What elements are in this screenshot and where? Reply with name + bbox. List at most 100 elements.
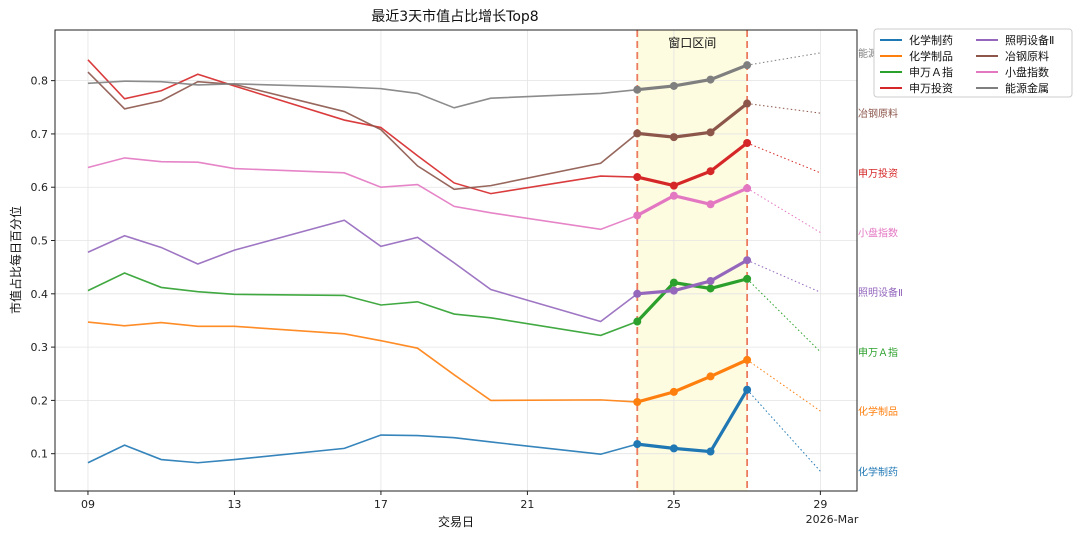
legend-box xyxy=(873,28,1073,98)
series-window-line xyxy=(637,258,748,296)
series-window-line xyxy=(636,186,748,217)
series-end-connector xyxy=(746,259,821,293)
legend-item: 照明设备Ⅱ xyxy=(976,33,1054,47)
series-end-label: 申万投资 xyxy=(858,167,898,180)
series-line xyxy=(87,434,638,464)
series-end-label: 化学制药 xyxy=(858,465,898,478)
legend-item: 小盘指数 xyxy=(976,65,1049,79)
y-tick-label: 0.1 xyxy=(31,448,49,461)
series-end-label: 照明设备Ⅱ xyxy=(858,286,903,299)
series-window-line xyxy=(637,102,749,139)
data-point xyxy=(633,397,642,406)
data-point xyxy=(669,278,678,287)
data-point xyxy=(706,200,715,209)
legend-label: 化学制药 xyxy=(909,33,953,47)
series-end-label: 冶钢原料 xyxy=(858,107,898,120)
series-0: 化学制药 xyxy=(87,385,898,478)
series-line xyxy=(87,59,638,195)
series-end-connector xyxy=(746,278,821,353)
series-3: 申万投资 xyxy=(87,59,898,195)
legend-item: 化学制药 xyxy=(880,33,953,47)
window-label: 窗口区间 xyxy=(668,36,716,50)
legend-label: 能源金属 xyxy=(1005,81,1049,95)
data-point xyxy=(669,133,678,142)
legend-item: 能源金属 xyxy=(976,81,1049,95)
series-line xyxy=(87,157,638,231)
series-6: 小盘指数 xyxy=(87,157,898,240)
series-end-label: 申万Ａ指 xyxy=(858,346,898,359)
y-tick-label: 0.5 xyxy=(31,235,49,248)
legend-label: 化学制品 xyxy=(909,49,953,63)
legend-item: 冶钢原料 xyxy=(976,49,1049,63)
data-point xyxy=(706,277,715,286)
data-point xyxy=(669,181,678,190)
axis-labels: 交易日 市值占比每日百分位 2026-Mar xyxy=(8,206,859,529)
series-end-connector xyxy=(747,52,821,66)
legend-label: 照明设备Ⅱ xyxy=(1005,33,1054,47)
x-corner-label: 2026-Mar xyxy=(806,513,859,526)
series-window-line xyxy=(636,358,748,404)
data-point xyxy=(669,286,678,295)
chart-title: 最近3天市值占比增长Top8 xyxy=(371,8,538,25)
series-end-connector xyxy=(747,103,821,114)
data-point xyxy=(706,447,715,456)
legend-label: 申万投资 xyxy=(909,81,953,95)
plot-area: 窗口区间化学制药化学制品申万Ａ指申万投资照明设备Ⅱ冶钢原料小盘指数能源金属0.1… xyxy=(31,29,903,511)
series-end-connector xyxy=(746,142,821,174)
series-end-label: 化学制品 xyxy=(858,405,898,418)
y-axis-label: 市值占比每日百分位 xyxy=(8,206,23,314)
y-tick-label: 0.3 xyxy=(31,341,49,354)
x-tick-label: 17 xyxy=(374,498,388,511)
x-tick-label: 25 xyxy=(667,498,681,511)
data-point xyxy=(669,81,678,90)
data-point xyxy=(633,129,642,138)
series-end-label: 小盘指数 xyxy=(858,227,898,240)
data-point xyxy=(669,191,678,200)
y-tick-label: 0.6 xyxy=(31,181,49,194)
series-5: 冶钢原料 xyxy=(87,71,898,191)
data-point xyxy=(633,173,642,182)
legend-label: 冶钢原料 xyxy=(1005,49,1049,63)
data-point xyxy=(706,128,715,137)
y-tick-label: 0.2 xyxy=(31,394,49,407)
y-tick-label: 0.7 xyxy=(31,128,49,141)
y-tick-label: 0.4 xyxy=(31,288,49,301)
series-line xyxy=(87,71,638,191)
series-4: 照明设备Ⅱ xyxy=(87,219,903,323)
series-line xyxy=(87,80,638,109)
x-axis-label: 交易日 xyxy=(438,514,474,529)
data-point xyxy=(706,75,715,84)
x-tick-label: 21 xyxy=(520,498,534,511)
legend-item: 化学制品 xyxy=(880,49,953,63)
data-point xyxy=(633,317,642,326)
legend-item: 申万Ａ指 xyxy=(880,65,953,79)
series-window-line xyxy=(637,388,749,454)
data-point xyxy=(633,211,642,220)
data-point xyxy=(633,440,642,449)
legend-label: 小盘指数 xyxy=(1005,65,1049,79)
series-window-line xyxy=(636,141,749,188)
data-point xyxy=(706,284,715,293)
series-1: 化学制品 xyxy=(87,321,898,418)
data-point xyxy=(669,387,678,396)
data-point xyxy=(706,372,715,381)
series-line xyxy=(87,321,638,403)
y-tick-label: 0.8 xyxy=(31,75,49,88)
data-point xyxy=(633,85,642,94)
window-shade xyxy=(637,30,748,491)
legend-item: 申万投资 xyxy=(880,81,953,95)
series-2: 申万Ａ指 xyxy=(87,272,898,359)
legend-label: 申万Ａ指 xyxy=(909,65,953,79)
x-tick-label: 13 xyxy=(227,498,241,511)
data-point xyxy=(633,289,642,298)
series-line xyxy=(87,219,638,323)
data-point xyxy=(669,444,678,453)
x-tick-label: 09 xyxy=(81,498,95,511)
x-tick-label: 29 xyxy=(813,498,827,511)
series-end-connector xyxy=(746,359,821,412)
data-point xyxy=(706,167,715,176)
plot-frame xyxy=(54,29,858,492)
series-line xyxy=(87,272,638,337)
